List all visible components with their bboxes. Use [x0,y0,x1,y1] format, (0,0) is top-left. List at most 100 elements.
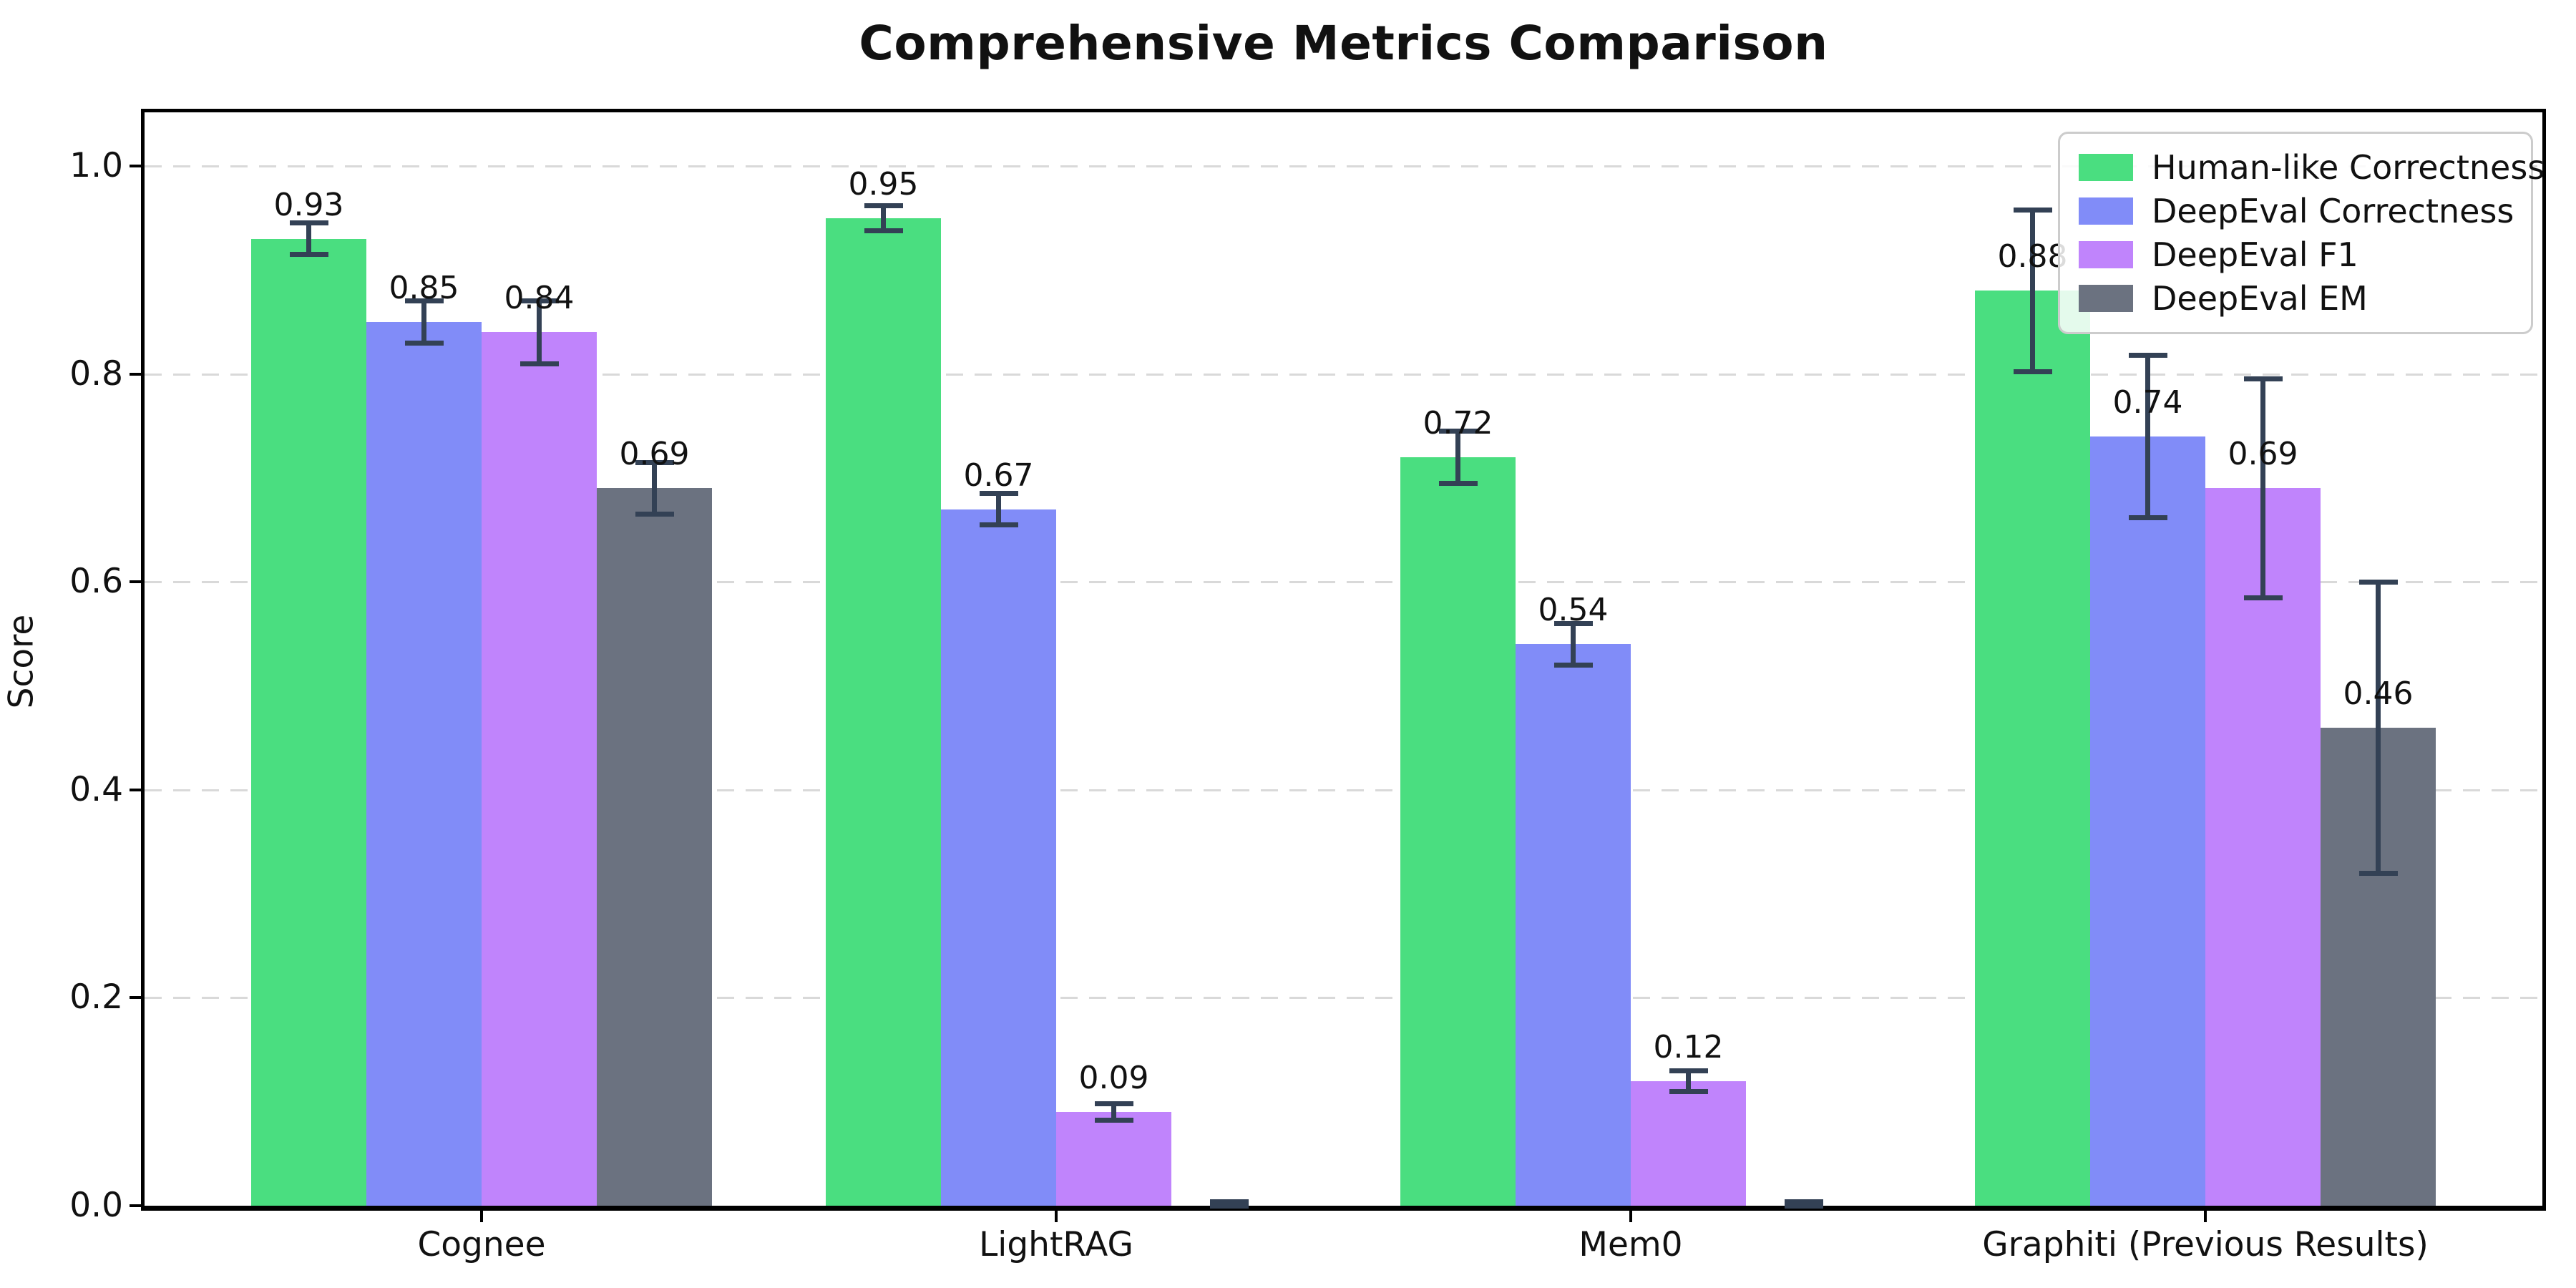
error-cap-top-deepeval-em-mem0 [1784,1199,1823,1204]
error-bar-human-like-correctness-lightrag [881,205,886,231]
y-axis-label: Score [1,614,42,709]
legend-swatch-human-like-correctness [2079,154,2133,181]
error-cap-top-deepeval-correctness-mem0 [1553,620,1593,626]
xtick-mark-mem0 [1629,1211,1632,1222]
error-cap-top-human-like-correctness-mem0 [1438,429,1478,434]
bar-value-deepeval-correctness-mem0: 0.54 [1538,592,1609,629]
error-bar-human-like-correctness-mem0 [1455,431,1460,484]
bar-value-human-like-correctness-mem0: 0.72 [1423,404,1493,441]
bar-value-deepeval-em-cognee: 0.69 [619,436,690,473]
ytick-mark-0.8 [130,372,141,376]
bar-deepeval-correctness-graphiti-previous-results [2090,436,2205,1206]
bar-value-human-like-correctness-lightrag: 0.95 [848,165,919,203]
ytick-mark-1.0 [130,165,141,167]
error-bar-deepeval-correctness-lightrag [996,493,1001,525]
error-bar-deepeval-correctness-graphiti-previous-results [2145,355,2150,518]
xtick-mark-lightrag [1055,1211,1058,1222]
error-bar-deepeval-f1-mem0 [1686,1070,1691,1092]
bar-value-deepeval-f1-mem0: 0.12 [1653,1028,1724,1065]
legend-swatch-deepeval-correctness [2079,197,2133,225]
error-cap-bottom-deepeval-f1-cognee [519,361,559,366]
error-cap-top-deepeval-correctness-lightrag [979,491,1018,497]
error-cap-bottom-deepeval-em-lightrag [1209,1203,1249,1209]
ytick-label-0.0: 0.0 [69,1186,123,1225]
error-bar-deepeval-correctness-cognee [421,301,426,343]
gridline-0.2 [145,997,2542,1000]
ytick-mark-0.2 [130,996,141,1000]
bar-value-human-like-correctness-graphiti-previous-results: 0.88 [1997,238,2068,275]
ytick-mark-0.4 [130,788,141,791]
error-cap-top-deepeval-em-graphiti-previous-results [2358,579,2398,585]
error-cap-top-human-like-correctness-cognee [289,220,328,226]
legend-label-deepeval-em: DeepEval EM [2152,279,2368,318]
gridline-1.0 [145,165,2542,167]
bar-deepeval-f1-lightrag [1056,1112,1171,1206]
xtick-mark-cognee [480,1211,483,1222]
error-cap-top-deepeval-em-cognee [635,459,674,465]
error-cap-bottom-deepeval-em-cognee [635,512,674,517]
error-bar-deepeval-em-graphiti-previous-results [2376,582,2381,874]
error-bar-deepeval-correctness-mem0 [1571,623,1576,665]
ytick-mark-0.0 [130,1204,141,1207]
bar-value-human-like-correctness-cognee: 0.93 [273,186,344,223]
xtick-mark-graphiti-previous-results [2204,1211,2207,1222]
error-cap-bottom-human-like-correctness-lightrag [864,228,903,233]
bar-value-deepeval-em-graphiti-previous-results: 0.46 [2343,675,2414,712]
error-bar-human-like-correctness-graphiti-previous-results [2030,210,2035,372]
error-cap-bottom-deepeval-f1-graphiti-previous-results [2243,595,2283,600]
bar-deepeval-f1-mem0 [1631,1080,1746,1206]
legend-label-human-like-correctness: Human-like Correctness [2152,148,2545,187]
error-cap-top-deepeval-correctness-graphiti-previous-results [2128,352,2167,358]
bar-human-like-correctness-lightrag [826,218,941,1206]
bar-deepeval-correctness-cognee [366,321,482,1206]
xtick-label-lightrag: LightRAG [979,1225,1133,1264]
error-cap-bottom-deepeval-correctness-cognee [404,340,444,346]
error-cap-bottom-human-like-correctness-cognee [289,252,328,258]
ytick-label-0.8: 0.8 [69,353,123,394]
bar-human-like-correctness-cognee [251,238,366,1206]
gridline-0.4 [145,789,2542,791]
legend-swatch-deepeval-em [2079,285,2133,312]
error-cap-bottom-deepeval-correctness-lightrag [979,522,1018,527]
ytick-label-1.0: 1.0 [69,146,123,185]
legend-item-human-like-correctness: Human-like Correctness [2079,148,2545,187]
bar-deepeval-em-cognee [597,488,712,1206]
legend: Human-like Correctness DeepEval Correctne… [2058,132,2545,334]
error-cap-top-deepeval-f1-lightrag [1094,1101,1133,1107]
error-bar-deepeval-f1-cognee [537,301,542,364]
bar-human-like-correctness-graphiti-previous-results [1975,291,2090,1206]
ytick-label-0.4: 0.4 [69,769,123,809]
bar-value-deepeval-f1-graphiti-previous-results: 0.69 [2228,436,2298,473]
ytick-label-0.2: 0.2 [69,977,123,1018]
legend-label-deepeval-correctness: DeepEval Correctness [2152,192,2514,230]
error-cap-top-deepeval-f1-mem0 [1669,1068,1708,1073]
legend-item-deepeval-f1: DeepEval F1 [2079,235,2512,274]
gridline-0.6 [145,581,2542,584]
error-cap-bottom-deepeval-correctness-mem0 [1553,662,1593,668]
legend-item-deepeval-correctness: DeepEval Correctness [2079,192,2514,230]
error-bar-deepeval-em-cognee [652,462,657,514]
bar-human-like-correctness-mem0 [1400,457,1516,1206]
error-bar-deepeval-f1-lightrag [1111,1103,1116,1121]
error-bar-human-like-correctness-cognee [306,223,311,255]
bar-value-deepeval-correctness-cognee: 0.85 [389,269,459,306]
bar-deepeval-f1-cognee [482,332,597,1206]
bar-value-deepeval-f1-cognee: 0.84 [504,280,575,317]
bar-deepeval-correctness-mem0 [1516,644,1631,1206]
error-cap-bottom-deepeval-correctness-graphiti-previous-results [2128,514,2167,520]
error-bar-deepeval-f1-graphiti-previous-results [2260,379,2265,597]
error-cap-top-deepeval-f1-graphiti-previous-results [2243,376,2283,382]
bar-value-deepeval-correctness-graphiti-previous-results: 0.74 [2112,384,2183,421]
legend-swatch-deepeval-f1 [2079,241,2133,268]
legend-label-deepeval-f1: DeepEval F1 [2152,235,2358,274]
ytick-mark-0.6 [130,580,141,584]
error-cap-top-human-like-correctness-graphiti-previous-results [2013,207,2052,213]
bar-deepeval-f1-graphiti-previous-results [2205,488,2321,1206]
bar-deepeval-correctness-lightrag [941,509,1056,1206]
error-cap-bottom-human-like-correctness-mem0 [1438,480,1478,486]
bar-value-deepeval-correctness-lightrag: 0.67 [963,457,1034,494]
error-cap-bottom-human-like-correctness-graphiti-previous-results [2013,369,2052,375]
error-cap-top-deepeval-em-lightrag [1209,1199,1249,1204]
error-cap-bottom-deepeval-em-graphiti-previous-results [2358,870,2398,876]
